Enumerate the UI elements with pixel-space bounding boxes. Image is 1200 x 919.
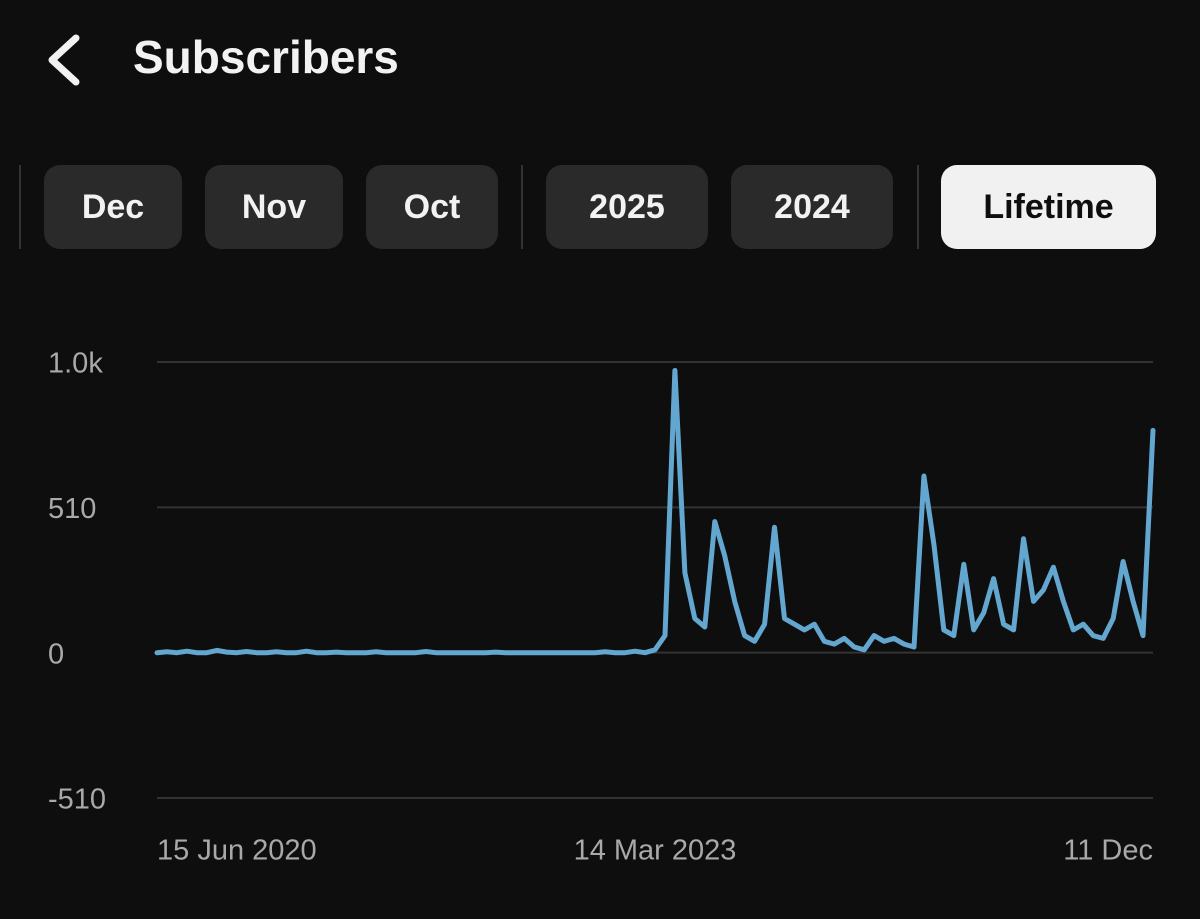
- tab[interactable]: Nov: [205, 165, 343, 249]
- back-icon: [48, 34, 80, 86]
- x-tick-label: 11 Dec: [1063, 835, 1153, 867]
- back-button[interactable]: [40, 30, 90, 90]
- separator: [917, 165, 919, 249]
- x-tick-label: 15 Jun 2020: [157, 835, 317, 867]
- y-tick-label: 0: [48, 638, 64, 670]
- tab[interactable]: 2025: [546, 165, 708, 249]
- y-tick-label: 1.0k: [48, 348, 103, 380]
- y-tick-label: -510: [48, 784, 106, 816]
- x-tick-label: 14 Mar 2023: [574, 835, 737, 867]
- y-tick-label: 510: [48, 493, 96, 525]
- tab[interactable]: 2024: [731, 165, 893, 249]
- separator: [521, 165, 523, 249]
- page-title: Subscribers: [133, 31, 399, 83]
- separator: [19, 165, 21, 249]
- tab[interactable]: Dec: [44, 165, 182, 249]
- line-series: [154, 368, 1156, 656]
- tab[interactable]: Oct: [366, 165, 498, 249]
- tab[interactable]: Lifetime: [941, 165, 1156, 249]
